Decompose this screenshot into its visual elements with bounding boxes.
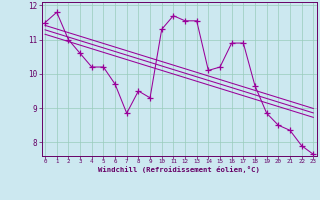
X-axis label: Windchill (Refroidissement éolien,°C): Windchill (Refroidissement éolien,°C) <box>98 166 260 173</box>
